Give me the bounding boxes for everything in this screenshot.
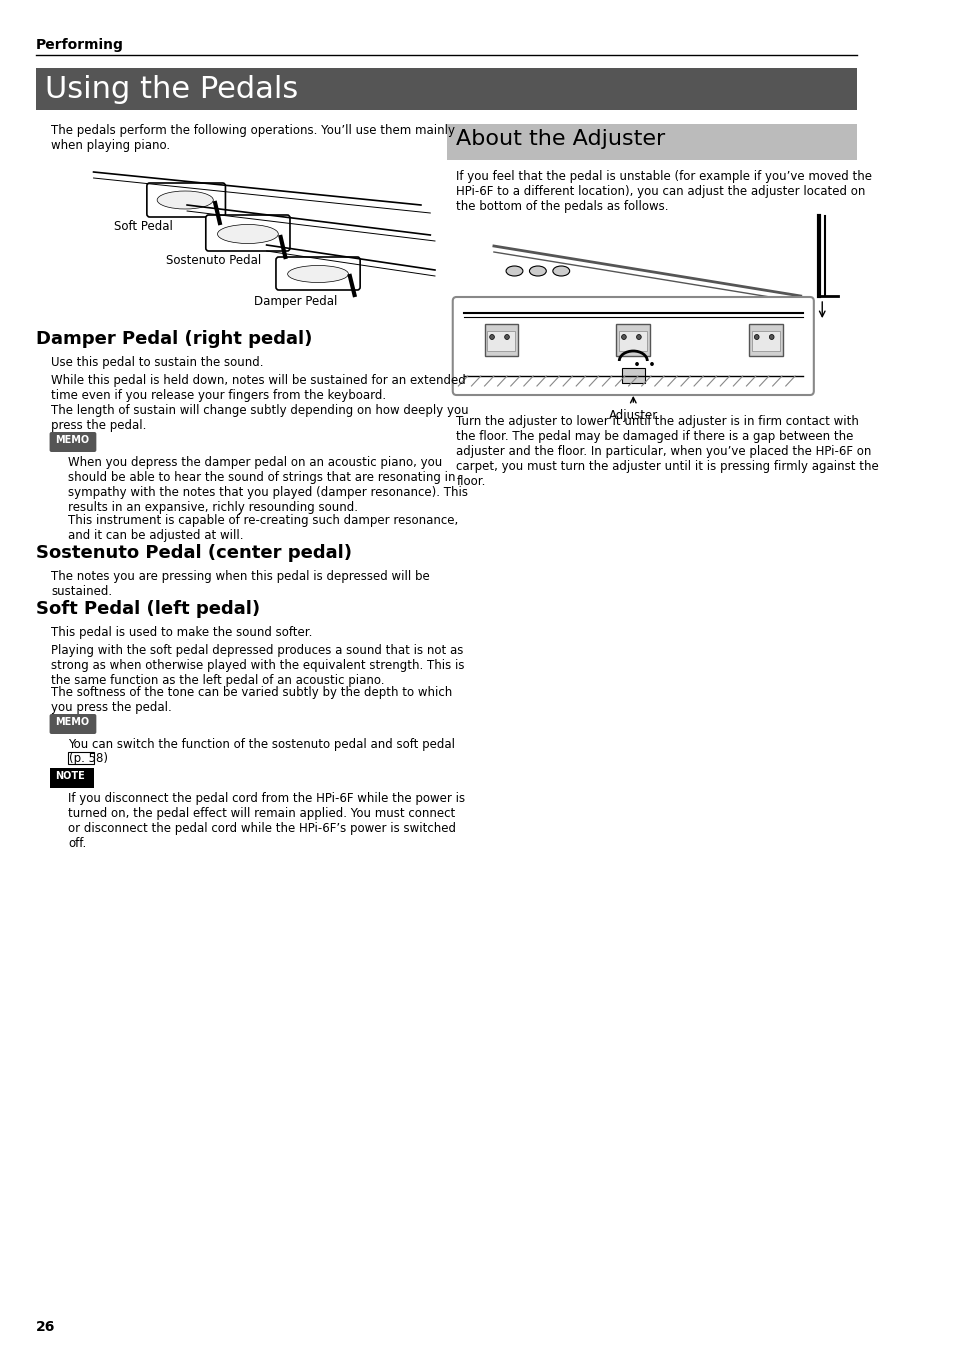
Text: Use this pedal to sustain the sound.: Use this pedal to sustain the sound. xyxy=(51,356,264,369)
Text: You can switch the function of the sostenuto pedal and soft pedal: You can switch the function of the soste… xyxy=(69,738,455,751)
Circle shape xyxy=(768,335,773,339)
FancyBboxPatch shape xyxy=(50,432,96,452)
Ellipse shape xyxy=(505,266,522,275)
Text: Soft Pedal: Soft Pedal xyxy=(114,220,172,234)
Text: This instrument is capable of re-creating such damper resonance,
and it can be a: This instrument is capable of re-creatin… xyxy=(69,514,458,541)
Text: About the Adjuster: About the Adjuster xyxy=(456,130,665,148)
Text: The pedals perform the following operations. You’ll use them mainly
when playing: The pedals perform the following operati… xyxy=(51,124,455,153)
FancyBboxPatch shape xyxy=(50,714,96,734)
FancyBboxPatch shape xyxy=(275,256,360,290)
Circle shape xyxy=(636,335,640,339)
Ellipse shape xyxy=(217,224,278,243)
Text: While this pedal is held down, notes will be sustained for an extended
time even: While this pedal is held down, notes wil… xyxy=(51,374,466,402)
Circle shape xyxy=(649,362,653,366)
Bar xyxy=(618,331,647,351)
Text: Turn the adjuster to lower it until the adjuster is in firm contact with
the flo: Turn the adjuster to lower it until the … xyxy=(456,414,879,487)
Circle shape xyxy=(754,335,759,339)
Bar xyxy=(484,324,517,356)
Bar xyxy=(748,324,782,356)
Text: Performing: Performing xyxy=(35,38,123,53)
Bar xyxy=(621,369,644,383)
Ellipse shape xyxy=(288,266,348,282)
FancyBboxPatch shape xyxy=(50,768,93,788)
Text: If you feel that the pedal is unstable (for example if you’ve moved the
HPi-6F t: If you feel that the pedal is unstable (… xyxy=(456,170,872,213)
Text: Soft Pedal (left pedal): Soft Pedal (left pedal) xyxy=(35,599,259,618)
FancyBboxPatch shape xyxy=(206,215,290,251)
Text: 26: 26 xyxy=(35,1320,55,1334)
Text: When you depress the damper pedal on an acoustic piano, you
should be able to he: When you depress the damper pedal on an … xyxy=(69,456,468,514)
FancyBboxPatch shape xyxy=(453,297,813,396)
Ellipse shape xyxy=(552,266,569,275)
Text: This pedal is used to make the sound softer.: This pedal is used to make the sound sof… xyxy=(51,626,313,639)
Text: The length of sustain will change subtly depending on how deeply you
press the p: The length of sustain will change subtly… xyxy=(51,404,469,432)
Bar xyxy=(487,331,515,351)
Text: Damper Pedal (right pedal): Damper Pedal (right pedal) xyxy=(35,329,312,348)
Text: Using the Pedals: Using the Pedals xyxy=(45,76,298,104)
Bar xyxy=(35,68,856,109)
Text: MEMO: MEMO xyxy=(55,435,90,446)
Text: The notes you are pressing when this pedal is depressed will be
sustained.: The notes you are pressing when this ped… xyxy=(51,570,430,598)
Bar xyxy=(616,324,649,356)
Text: Playing with the soft pedal depressed produces a sound that is not as
strong as : Playing with the soft pedal depressed pr… xyxy=(51,644,464,687)
Text: Adjuster: Adjuster xyxy=(608,409,658,423)
Bar xyxy=(751,331,780,351)
Ellipse shape xyxy=(529,266,546,275)
Bar xyxy=(447,124,856,161)
FancyBboxPatch shape xyxy=(147,184,225,217)
Bar xyxy=(51,433,94,450)
Text: NOTE: NOTE xyxy=(55,771,85,782)
Text: (p. 58): (p. 58) xyxy=(70,752,108,765)
Text: MEMO: MEMO xyxy=(55,717,90,728)
Circle shape xyxy=(504,335,509,339)
Circle shape xyxy=(635,362,639,366)
Ellipse shape xyxy=(157,190,213,209)
Circle shape xyxy=(621,335,625,339)
Text: If you disconnect the pedal cord from the HPi-6F while the power is
turned on, t: If you disconnect the pedal cord from th… xyxy=(69,792,465,850)
Text: Sostenuto Pedal: Sostenuto Pedal xyxy=(166,254,260,267)
Bar xyxy=(69,752,94,764)
Circle shape xyxy=(489,335,494,339)
Text: Damper Pedal: Damper Pedal xyxy=(254,296,337,308)
Text: Sostenuto Pedal (center pedal): Sostenuto Pedal (center pedal) xyxy=(35,544,351,562)
Text: The softness of the tone can be varied subtly by the depth to which
you press th: The softness of the tone can be varied s… xyxy=(51,686,453,714)
